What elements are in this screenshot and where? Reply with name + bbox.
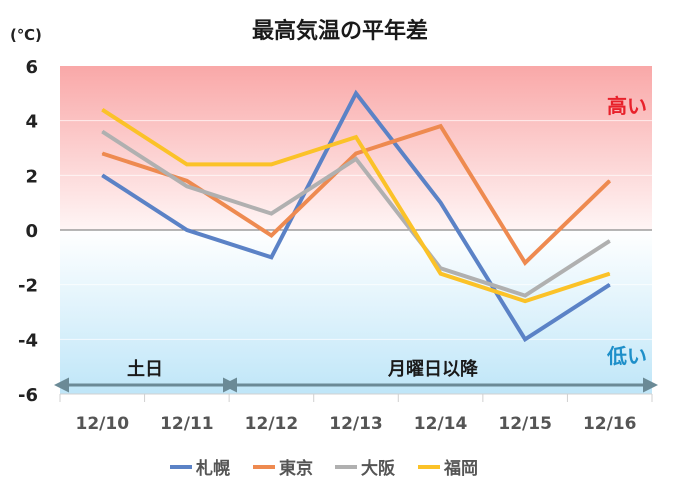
data-point: [186, 185, 188, 187]
legend-label-0: 札幌: [195, 458, 230, 479]
data-point: [609, 180, 611, 182]
data-point: [524, 295, 526, 297]
low-zone: [60, 230, 652, 394]
x-tick-label: 12/16: [583, 414, 637, 434]
zone-label-high: 高い: [607, 94, 647, 118]
x-tick-label: 12/15: [498, 414, 552, 434]
grid: [60, 120, 652, 340]
series-lines: [101, 89, 612, 343]
data-point: [355, 92, 357, 94]
data-point: [440, 267, 442, 269]
data-point: [440, 125, 442, 127]
data-point: [101, 152, 103, 154]
unit-label: (℃): [10, 26, 42, 44]
data-point: [355, 152, 357, 154]
y-tick-label: -4: [18, 330, 38, 351]
data-point: [186, 180, 188, 182]
data-point: [270, 256, 272, 258]
data-point: [186, 229, 188, 231]
chart-title: 最高気温の平年差: [252, 18, 428, 44]
weekend-label: 土日: [127, 359, 163, 380]
data-point: [355, 136, 357, 138]
legend: 札幌 東京 大阪 福岡: [170, 458, 478, 479]
legend-label-2: 大阪: [361, 458, 395, 479]
data-point: [440, 202, 442, 204]
data-point: [440, 273, 442, 275]
x-tick-label: 12/13: [329, 414, 383, 434]
legend-label-1: 東京: [279, 458, 313, 479]
data-point: [270, 234, 272, 236]
data-point: [609, 273, 611, 275]
data-point: [270, 163, 272, 165]
data-point: [270, 213, 272, 215]
data-point: [524, 338, 526, 340]
data-point: [609, 284, 611, 286]
y-tick-label: 6: [25, 57, 38, 78]
data-point: [101, 174, 103, 176]
data-point: [524, 300, 526, 302]
data-point: [524, 262, 526, 264]
zone-label-low: 低い: [606, 344, 647, 368]
y-tick-label: -2: [18, 276, 38, 297]
weekday-label: 月曜日以降: [387, 358, 479, 380]
y-tick-label: -6: [18, 385, 38, 406]
data-point: [101, 109, 103, 111]
y-tick-label: 0: [25, 221, 38, 242]
data-point: [609, 240, 611, 242]
period-annotations: 土日 月曜日以降: [54, 358, 658, 393]
y-tick-label: 4: [25, 112, 38, 133]
data-point: [186, 163, 188, 165]
data-point: [355, 158, 357, 160]
y-axis: 6 4 2 0 -2 -4 -6: [18, 57, 38, 406]
x-tick-label: 12/11: [160, 414, 214, 434]
y-tick-label: 2: [25, 166, 38, 187]
x-tick-label: 12/14: [414, 414, 468, 434]
x-axis: 12/10 12/11 12/12 12/13 12/14 12/15 12/16: [59, 393, 653, 434]
x-tick-label: 12/10: [76, 414, 130, 434]
x-tick-label: 12/12: [245, 414, 299, 434]
legend-label-3: 福岡: [443, 458, 478, 479]
data-point: [101, 131, 103, 133]
